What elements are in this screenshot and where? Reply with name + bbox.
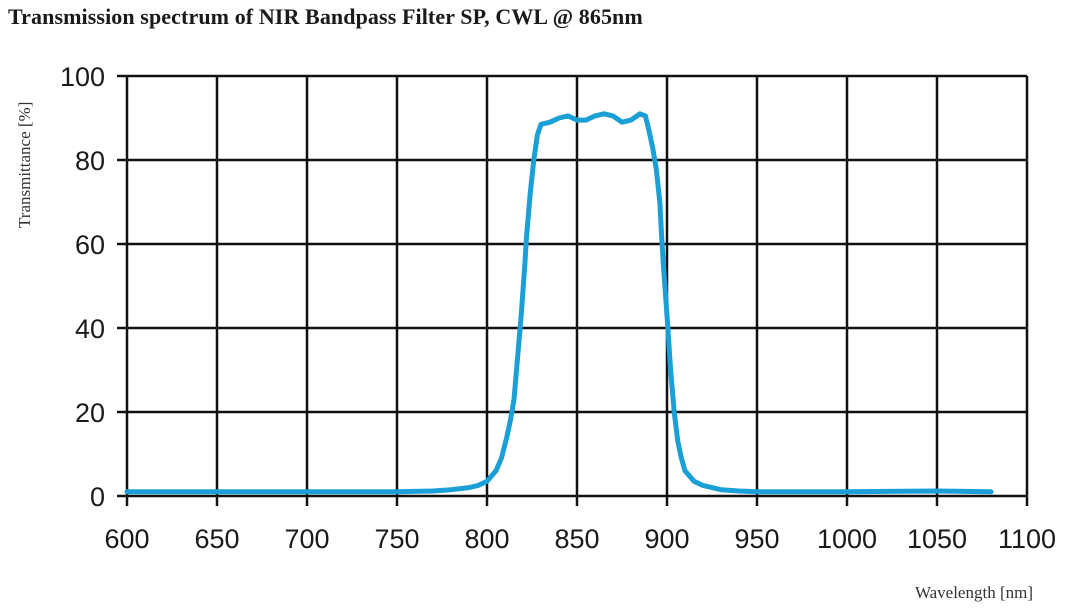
- y-axis-label: Transmittance [%]: [15, 102, 34, 228]
- y-tick-label: 60: [75, 230, 105, 260]
- x-tick-label: 850: [554, 524, 599, 554]
- axis-ticks: [117, 74, 1029, 506]
- grid-lines: [125, 74, 1029, 498]
- transmittance-curve: [124, 111, 994, 495]
- y-tick-label: 100: [60, 62, 105, 92]
- y-tick-label: 20: [75, 398, 105, 428]
- y-tick-label: 0: [90, 482, 105, 512]
- x-tick-label: 650: [194, 524, 239, 554]
- x-tick-label: 1050: [907, 524, 967, 554]
- tick-labels: 600 650 700 750 800 850 900 950 1000 1050 1100 0 20 4…: [60, 62, 1056, 554]
- x-tick-label: 900: [644, 524, 689, 554]
- y-tick-label: 80: [75, 146, 105, 176]
- x-tick-label: 800: [464, 524, 509, 554]
- x-tick-label: 700: [284, 524, 329, 554]
- x-axis-label: Wavelength [nm]: [915, 583, 1033, 602]
- x-tick-label: 600: [104, 524, 149, 554]
- x-tick-label: 950: [734, 524, 779, 554]
- chart-title: Transmission spectrum of NIR Bandpass Fi…: [8, 4, 643, 29]
- x-tick-label: 750: [374, 524, 419, 554]
- y-tick-label: 40: [75, 314, 105, 344]
- x-tick-label: 1000: [817, 524, 877, 554]
- x-tick-label: 1100: [998, 524, 1056, 554]
